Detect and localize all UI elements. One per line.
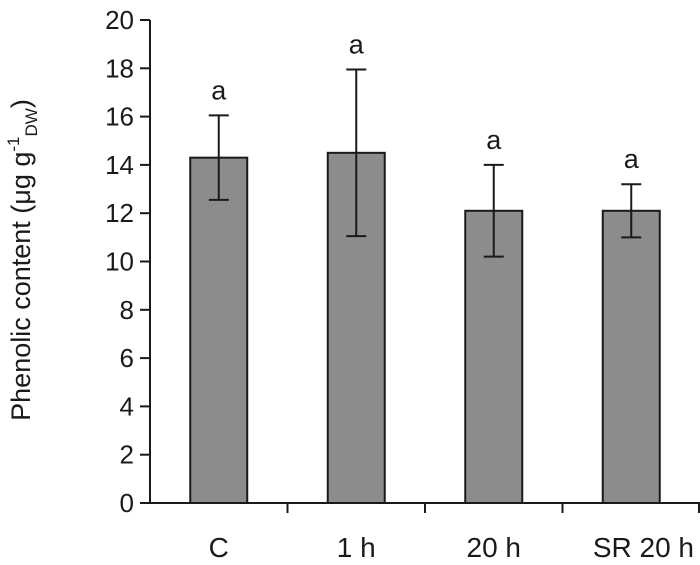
y-tick-label: 0 bbox=[120, 488, 134, 518]
significance-labels: a a a a bbox=[211, 30, 640, 175]
bar bbox=[190, 158, 247, 503]
y-axis: 0 2 4 6 8 10 12 14 16 18 20 bbox=[105, 5, 150, 518]
y-axis-label: Phenolic content (μg g-1DW) bbox=[4, 99, 41, 421]
significance-label: a bbox=[624, 144, 640, 174]
x-axis bbox=[150, 503, 700, 513]
y-tick-label: 16 bbox=[105, 102, 134, 132]
y-tick-label: 6 bbox=[120, 343, 134, 373]
x-category-label: 20 h bbox=[467, 532, 522, 563]
significance-label: a bbox=[211, 75, 227, 105]
y-tick-label: 14 bbox=[105, 150, 134, 180]
y-tick-label: 2 bbox=[120, 440, 134, 470]
bar-chart: 0 2 4 6 8 10 12 14 16 18 20 a a a a C 1 h 20 h SR 20 h P… bbox=[0, 0, 700, 565]
y-tick-label: 10 bbox=[105, 247, 134, 277]
y-tick-label: 18 bbox=[105, 53, 134, 83]
x-category-label: SR 20 h bbox=[593, 532, 694, 563]
x-category-label: 1 h bbox=[337, 532, 376, 563]
significance-label: a bbox=[349, 30, 365, 60]
error-bars bbox=[209, 70, 642, 257]
bar bbox=[603, 211, 660, 503]
y-tick-label: 20 bbox=[105, 5, 134, 35]
significance-label: a bbox=[486, 125, 502, 155]
category-labels: C 1 h 20 h SR 20 h bbox=[209, 532, 694, 563]
y-tick-label: 12 bbox=[105, 198, 134, 228]
y-tick-label: 4 bbox=[120, 391, 134, 421]
x-category-label: C bbox=[209, 532, 229, 563]
y-tick-label: 8 bbox=[120, 295, 134, 325]
bars bbox=[190, 153, 660, 503]
